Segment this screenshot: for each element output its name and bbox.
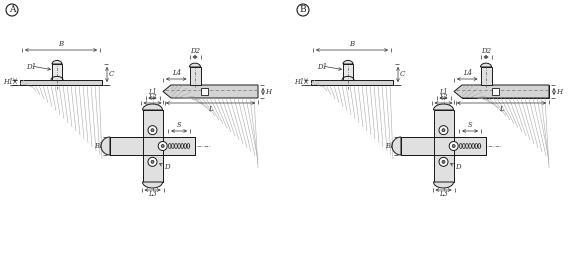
Text: H1: H1 — [3, 79, 13, 87]
Circle shape — [161, 145, 164, 147]
Bar — [52, 64, 62, 80]
Polygon shape — [52, 61, 62, 64]
Text: B1: B1 — [385, 142, 394, 150]
Bar — [20, 80, 102, 85]
Bar — [462, 85, 549, 98]
Circle shape — [297, 4, 309, 16]
Polygon shape — [143, 104, 162, 110]
Text: C: C — [109, 70, 115, 79]
Text: B: B — [349, 40, 354, 48]
Text: L3: L3 — [148, 190, 157, 198]
Polygon shape — [190, 63, 201, 67]
Bar — [143, 110, 162, 182]
Circle shape — [442, 160, 445, 163]
Polygon shape — [101, 137, 110, 155]
Circle shape — [6, 4, 18, 16]
Polygon shape — [481, 63, 492, 67]
Text: L3: L3 — [439, 190, 448, 198]
Circle shape — [151, 129, 154, 132]
Bar — [143, 110, 162, 182]
Text: D: D — [165, 163, 170, 171]
Circle shape — [439, 157, 448, 166]
Text: B: B — [58, 40, 63, 48]
Circle shape — [148, 157, 157, 166]
Circle shape — [449, 141, 458, 151]
Bar — [343, 64, 353, 80]
Text: L4: L4 — [172, 69, 181, 77]
Text: L1: L1 — [148, 88, 157, 96]
Circle shape — [151, 160, 154, 163]
Text: L2: L2 — [148, 93, 157, 101]
Polygon shape — [454, 85, 549, 98]
Text: L: L — [499, 105, 504, 113]
Bar — [311, 80, 393, 85]
Text: B: B — [300, 5, 306, 15]
Text: C: C — [400, 70, 406, 79]
Bar — [201, 88, 208, 95]
Bar — [434, 110, 453, 182]
Text: L: L — [208, 105, 213, 113]
Bar — [481, 67, 492, 85]
Circle shape — [158, 141, 167, 151]
Circle shape — [442, 129, 445, 132]
Text: D1: D1 — [317, 63, 327, 71]
Text: D2: D2 — [481, 47, 491, 55]
Circle shape — [452, 145, 455, 147]
Text: S: S — [468, 121, 473, 129]
Polygon shape — [434, 104, 453, 110]
Text: D: D — [456, 163, 461, 171]
Circle shape — [439, 126, 448, 135]
Bar — [190, 67, 201, 85]
Bar — [401, 137, 486, 155]
Text: L1: L1 — [439, 88, 448, 96]
Text: S: S — [177, 121, 182, 129]
Text: H: H — [265, 88, 271, 95]
Circle shape — [148, 126, 157, 135]
Polygon shape — [143, 182, 162, 188]
Polygon shape — [392, 137, 401, 155]
Bar — [110, 137, 195, 155]
Text: D1: D1 — [26, 63, 36, 71]
Text: H1: H1 — [294, 79, 304, 87]
Text: L4: L4 — [463, 69, 472, 77]
Text: B1: B1 — [94, 142, 103, 150]
Text: A: A — [9, 5, 15, 15]
Text: L2: L2 — [439, 93, 448, 101]
Polygon shape — [434, 182, 453, 188]
Polygon shape — [163, 85, 258, 98]
Text: H: H — [556, 88, 562, 95]
Polygon shape — [343, 61, 353, 64]
Text: D2: D2 — [190, 47, 200, 55]
Bar — [492, 88, 499, 95]
Bar — [110, 137, 195, 155]
